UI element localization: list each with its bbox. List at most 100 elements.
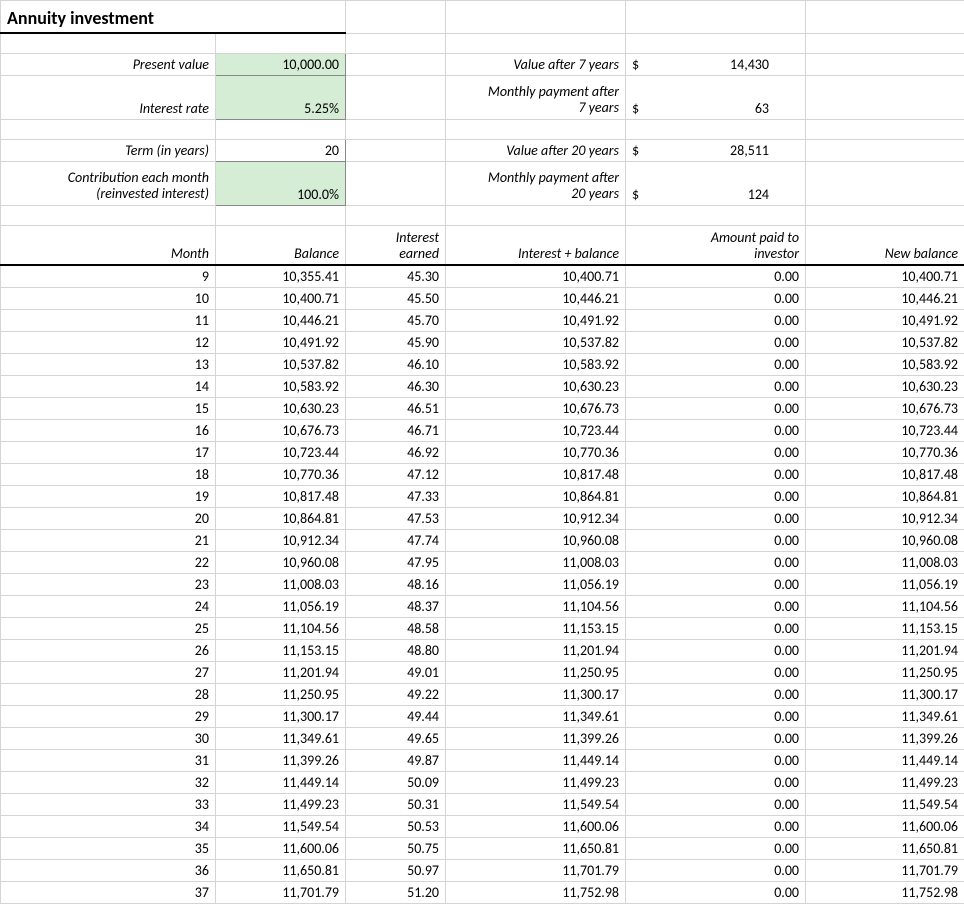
table-cell[interactable]: 10,630.23 xyxy=(216,398,346,420)
table-cell[interactable]: 46.71 xyxy=(346,420,446,442)
table-cell[interactable]: 10,537.82 xyxy=(806,332,964,354)
table-cell[interactable]: 11,600.06 xyxy=(446,816,626,838)
table-cell[interactable]: 10,864.81 xyxy=(216,508,346,530)
table-cell[interactable]: 11,300.17 xyxy=(806,684,964,706)
table-row[interactable]: 2511,104.5648.5811,153.150.0011,153.15 xyxy=(1,618,964,640)
table-cell[interactable]: 11,701.79 xyxy=(806,860,964,882)
table-cell[interactable]: 35 xyxy=(1,838,216,860)
table-cell[interactable]: 16 xyxy=(1,420,216,442)
table-cell[interactable]: 11,153.15 xyxy=(446,618,626,640)
table-cell[interactable]: 46.92 xyxy=(346,442,446,464)
table-cell[interactable]: 11,349.61 xyxy=(446,706,626,728)
table-cell[interactable]: 11,399.26 xyxy=(806,728,964,750)
table-cell[interactable]: 10,912.34 xyxy=(216,530,346,552)
table-row[interactable]: 2811,250.9549.2211,300.170.0011,300.17 xyxy=(1,684,964,706)
table-cell[interactable]: 46.10 xyxy=(346,354,446,376)
table-cell[interactable]: 0.00 xyxy=(626,838,806,860)
table-cell[interactable]: 17 xyxy=(1,442,216,464)
table-cell[interactable]: 11,701.79 xyxy=(216,882,346,904)
table-cell[interactable]: 48.80 xyxy=(346,640,446,662)
table-row[interactable]: 2210,960.0847.9511,008.030.0011,008.03 xyxy=(1,552,964,574)
contribution-cell[interactable]: 100.0% xyxy=(216,161,346,205)
table-cell[interactable]: 46.30 xyxy=(346,376,446,398)
table-cell[interactable]: 0.00 xyxy=(626,662,806,684)
table-cell[interactable]: 36 xyxy=(1,860,216,882)
table-row[interactable]: 1710,723.4446.9210,770.360.0010,770.36 xyxy=(1,442,964,464)
table-row[interactable]: 1210,491.9245.9010,537.820.0010,537.82 xyxy=(1,332,964,354)
table-cell[interactable]: 26 xyxy=(1,640,216,662)
table-row[interactable]: 1010,400.7145.5010,446.210.0010,446.21 xyxy=(1,288,964,310)
table-cell[interactable]: 45.90 xyxy=(346,332,446,354)
table-cell[interactable]: 48.37 xyxy=(346,596,446,618)
table-cell[interactable]: 10,400.71 xyxy=(806,265,964,288)
table-cell[interactable]: 0.00 xyxy=(626,398,806,420)
table-row[interactable]: 3211,449.1450.0911,499.230.0011,499.23 xyxy=(1,772,964,794)
table-cell[interactable]: 0.00 xyxy=(626,772,806,794)
table-row[interactable]: 3611,650.8150.9711,701.790.0011,701.79 xyxy=(1,860,964,882)
table-cell[interactable]: 0.00 xyxy=(626,706,806,728)
table-row[interactable]: 910,355.4145.3010,400.710.0010,400.71 xyxy=(1,265,964,288)
table-cell[interactable]: 10,583.92 xyxy=(446,354,626,376)
table-cell[interactable]: 21 xyxy=(1,530,216,552)
table-cell[interactable]: 10,355.41 xyxy=(216,265,346,288)
table-cell[interactable]: 49.01 xyxy=(346,662,446,684)
table-cell[interactable]: 0.00 xyxy=(626,310,806,332)
table-row[interactable]: 1410,583.9246.3010,630.230.0010,630.23 xyxy=(1,376,964,398)
table-cell[interactable]: 19 xyxy=(1,486,216,508)
table-cell[interactable]: 47.95 xyxy=(346,552,446,574)
table-cell[interactable]: 11,201.94 xyxy=(446,640,626,662)
table-cell[interactable]: 24 xyxy=(1,596,216,618)
table-cell[interactable]: 0.00 xyxy=(626,684,806,706)
table-row[interactable]: 1910,817.4847.3310,864.810.0010,864.81 xyxy=(1,486,964,508)
table-cell[interactable]: 0.00 xyxy=(626,750,806,772)
table-row[interactable]: 2411,056.1948.3711,104.560.0011,104.56 xyxy=(1,596,964,618)
spreadsheet-grid[interactable]: Annuity investment Present value 10,000.… xyxy=(0,0,964,904)
table-cell[interactable]: 45.30 xyxy=(346,265,446,288)
table-cell[interactable]: 0.00 xyxy=(626,508,806,530)
table-cell[interactable]: 11,201.94 xyxy=(216,662,346,684)
table-row[interactable]: 2611,153.1548.8011,201.940.0011,201.94 xyxy=(1,640,964,662)
table-cell[interactable]: 10,537.82 xyxy=(216,354,346,376)
table-cell[interactable]: 11,549.54 xyxy=(216,816,346,838)
table-cell[interactable]: 10,676.73 xyxy=(806,398,964,420)
table-cell[interactable]: 10,723.44 xyxy=(216,442,346,464)
table-cell[interactable]: 47.53 xyxy=(346,508,446,530)
table-cell[interactable]: 0.00 xyxy=(626,728,806,750)
table-cell[interactable]: 10,864.81 xyxy=(806,486,964,508)
table-cell[interactable]: 10,537.82 xyxy=(446,332,626,354)
table-cell[interactable]: 0.00 xyxy=(626,354,806,376)
table-cell[interactable]: 29 xyxy=(1,706,216,728)
table-cell[interactable]: 11,104.56 xyxy=(216,618,346,640)
table-cell[interactable]: 10,583.92 xyxy=(806,354,964,376)
table-row[interactable]: 2110,912.3447.7410,960.080.0010,960.08 xyxy=(1,530,964,552)
table-cell[interactable]: 15 xyxy=(1,398,216,420)
table-row[interactable]: 3411,549.5450.5311,600.060.0011,600.06 xyxy=(1,816,964,838)
table-cell[interactable]: 11,008.03 xyxy=(806,552,964,574)
table-row[interactable]: 2311,008.0348.1611,056.190.0011,056.19 xyxy=(1,574,964,596)
table-cell[interactable]: 10,770.36 xyxy=(216,464,346,486)
table-row[interactable]: 1810,770.3647.1210,817.480.0010,817.48 xyxy=(1,464,964,486)
table-cell[interactable]: 0.00 xyxy=(626,552,806,574)
table-cell[interactable]: 0.00 xyxy=(626,288,806,310)
table-cell[interactable]: 10,630.23 xyxy=(806,376,964,398)
table-cell[interactable]: 50.31 xyxy=(346,794,446,816)
table-cell[interactable]: 10,400.71 xyxy=(446,265,626,288)
table-cell[interactable]: 45.50 xyxy=(346,288,446,310)
table-cell[interactable]: 0.00 xyxy=(626,376,806,398)
table-cell[interactable]: 0.00 xyxy=(626,596,806,618)
table-row[interactable]: 2711,201.9449.0111,250.950.0011,250.95 xyxy=(1,662,964,684)
table-cell[interactable]: 10,491.92 xyxy=(806,310,964,332)
table-cell[interactable]: 11 xyxy=(1,310,216,332)
table-row[interactable]: 3311,499.2350.3111,549.540.0011,549.54 xyxy=(1,794,964,816)
table-cell[interactable]: 10,446.21 xyxy=(216,310,346,332)
table-cell[interactable]: 11,650.81 xyxy=(216,860,346,882)
table-cell[interactable]: 11,549.54 xyxy=(446,794,626,816)
table-cell[interactable]: 32 xyxy=(1,772,216,794)
table-cell[interactable]: 10,817.48 xyxy=(446,464,626,486)
table-cell[interactable]: 10,960.08 xyxy=(216,552,346,574)
table-cell[interactable]: 11,250.95 xyxy=(806,662,964,684)
table-cell[interactable]: 11,300.17 xyxy=(216,706,346,728)
table-cell[interactable]: 37 xyxy=(1,882,216,904)
table-cell[interactable]: 31 xyxy=(1,750,216,772)
table-cell[interactable]: 18 xyxy=(1,464,216,486)
